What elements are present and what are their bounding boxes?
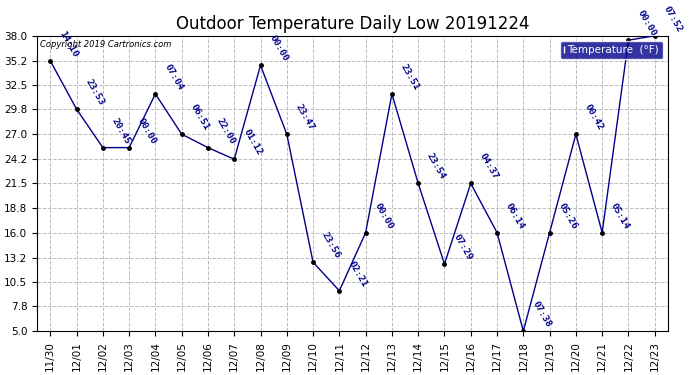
- Text: 23:54: 23:54: [425, 152, 447, 181]
- Text: 23:56: 23:56: [320, 231, 342, 260]
- Text: 06:51: 06:51: [188, 103, 210, 132]
- Text: 23:53: 23:53: [83, 78, 106, 107]
- Text: 14:10: 14:10: [57, 29, 79, 58]
- Text: 00:42: 00:42: [583, 103, 605, 132]
- Text: 00:00: 00:00: [136, 116, 158, 146]
- Text: 22:00: 22:00: [215, 116, 237, 146]
- Text: 01:12: 01:12: [241, 128, 264, 157]
- Text: 07:29: 07:29: [451, 232, 473, 262]
- Text: 23:47: 23:47: [294, 103, 316, 132]
- Legend: Temperature  (°F): Temperature (°F): [560, 41, 662, 59]
- Text: 07:52: 07:52: [662, 4, 684, 34]
- Text: 04:37: 04:37: [477, 152, 500, 181]
- Text: 00:00: 00:00: [373, 201, 395, 231]
- Text: 07:38: 07:38: [530, 300, 553, 329]
- Text: 02:21: 02:21: [346, 259, 368, 289]
- Text: 00:00: 00:00: [635, 9, 658, 38]
- Text: 23:51: 23:51: [399, 62, 421, 92]
- Text: 05:14: 05:14: [609, 201, 631, 231]
- Text: 00:00: 00:00: [268, 34, 290, 63]
- Text: 05:26: 05:26: [557, 201, 579, 231]
- Text: 07:04: 07:04: [162, 62, 184, 92]
- Text: Copyright 2019 Cartronics.com: Copyright 2019 Cartronics.com: [40, 40, 172, 49]
- Text: 20:45: 20:45: [110, 116, 132, 146]
- Title: Outdoor Temperature Daily Low 20191224: Outdoor Temperature Daily Low 20191224: [176, 15, 529, 33]
- Text: 06:14: 06:14: [504, 201, 526, 231]
